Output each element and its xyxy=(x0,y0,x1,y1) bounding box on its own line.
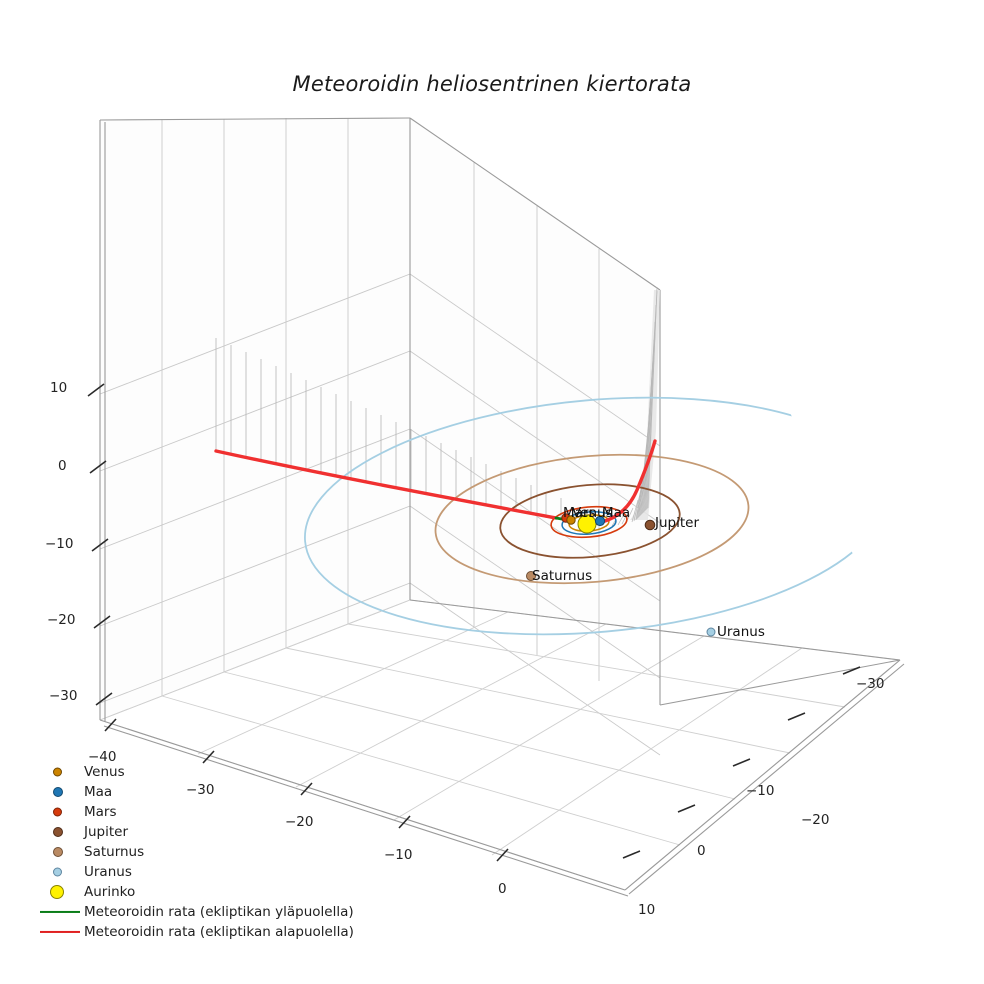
y-tick-label: −20 xyxy=(801,812,830,828)
orbit-jupiter xyxy=(499,483,681,559)
page-title: Meteoroidin heliosentrinen kiertorata xyxy=(292,72,692,96)
legend-item-jupiter[interactable]: Jupiter xyxy=(36,822,346,842)
marker-uranus-2 xyxy=(706,627,716,637)
body-markers xyxy=(526,513,716,637)
z-tick-label: 0 xyxy=(58,458,67,474)
marker-venus xyxy=(566,515,576,525)
legend-item-saturnus[interactable]: Saturnus xyxy=(36,842,346,862)
marker-saturnus xyxy=(526,571,536,581)
legend-item-track-below[interactable]: Meteoroidin rata (ekliptikan alapuolella… xyxy=(36,922,354,942)
legend-label: Uranus xyxy=(84,864,132,880)
legend-line-above-ecliptic xyxy=(36,902,82,922)
trajectory-droplines xyxy=(215,338,562,520)
trajectory-dropline-spike xyxy=(605,286,660,528)
legend-marker-saturnus xyxy=(36,842,82,862)
z-tick-label: −20 xyxy=(47,612,76,628)
label-venus: Venus xyxy=(572,505,613,521)
legend-item-mars[interactable]: Mars xyxy=(36,802,346,822)
x-tick-label: −30 xyxy=(186,782,215,798)
x-tick-label: 0 xyxy=(498,881,507,897)
y-tick-label: −30 xyxy=(856,676,885,692)
legend-marker-aurinko xyxy=(36,882,82,902)
orbit-saturnus xyxy=(434,453,750,585)
legend: Venus Maa Mars Jupiter Saturnus xyxy=(36,762,354,942)
z-tick-label: 10 xyxy=(50,380,68,396)
legend-marker-uranus xyxy=(36,862,82,882)
legend-label: Saturnus xyxy=(84,844,145,860)
legend-marker-maa xyxy=(36,782,82,802)
marker-jupiter xyxy=(644,519,656,531)
y-tick-label: 0 xyxy=(697,843,706,859)
meteoroid-track-below-ecliptic xyxy=(214,449,558,520)
z-tick-label: −10 xyxy=(45,536,74,552)
axis-spines xyxy=(99,117,905,897)
legend-item-maa[interactable]: Maa xyxy=(36,782,346,802)
y-axis-ticks xyxy=(622,666,861,859)
legend-marker-jupiter xyxy=(36,822,82,842)
z-axis-ticks xyxy=(87,383,113,706)
legend-item-venus[interactable]: Venus xyxy=(36,762,346,782)
legend-marker-mars xyxy=(36,802,82,822)
orbit-maa xyxy=(561,511,617,535)
label-mars: Mars xyxy=(563,505,596,521)
y-tick-label: −10 xyxy=(746,783,775,799)
legend-label: Jupiter xyxy=(84,824,129,840)
z-tick-label: −30 xyxy=(49,688,78,704)
legend-line-below-ecliptic xyxy=(36,922,82,942)
x-axis-ticks xyxy=(104,718,509,862)
legend-label: Meteoroidin rata (ekliptikan yläpuolella… xyxy=(84,904,354,920)
x-tick-label: −10 xyxy=(384,847,413,863)
legend-label: Aurinko xyxy=(84,884,136,900)
label-jupiter: Jupiter xyxy=(655,515,700,531)
label-uranus: Uranus xyxy=(717,624,765,640)
legend-item-aurinko[interactable]: Aurinko xyxy=(36,882,346,902)
legend-label: Venus xyxy=(84,764,125,780)
legend-item-track-above[interactable]: Meteoroidin rata (ekliptikan yläpuolella… xyxy=(36,902,354,922)
legend-label: Maa xyxy=(84,784,113,800)
label-saturnus: Saturnus xyxy=(532,568,593,584)
legend-label: Meteoroidin rata (ekliptikan alapuolella… xyxy=(84,924,354,940)
marker-maa xyxy=(594,515,606,527)
x-tick-label: −20 xyxy=(285,814,314,830)
legend-marker-venus xyxy=(36,762,82,782)
label-maa: Maa xyxy=(602,505,631,521)
legend-label: Mars xyxy=(84,804,117,820)
y-tick-label: 10 xyxy=(638,902,656,918)
legend-item-uranus[interactable]: Uranus xyxy=(36,862,346,882)
orbit-mars xyxy=(550,505,628,539)
x-tick-label: −40 xyxy=(88,749,117,765)
